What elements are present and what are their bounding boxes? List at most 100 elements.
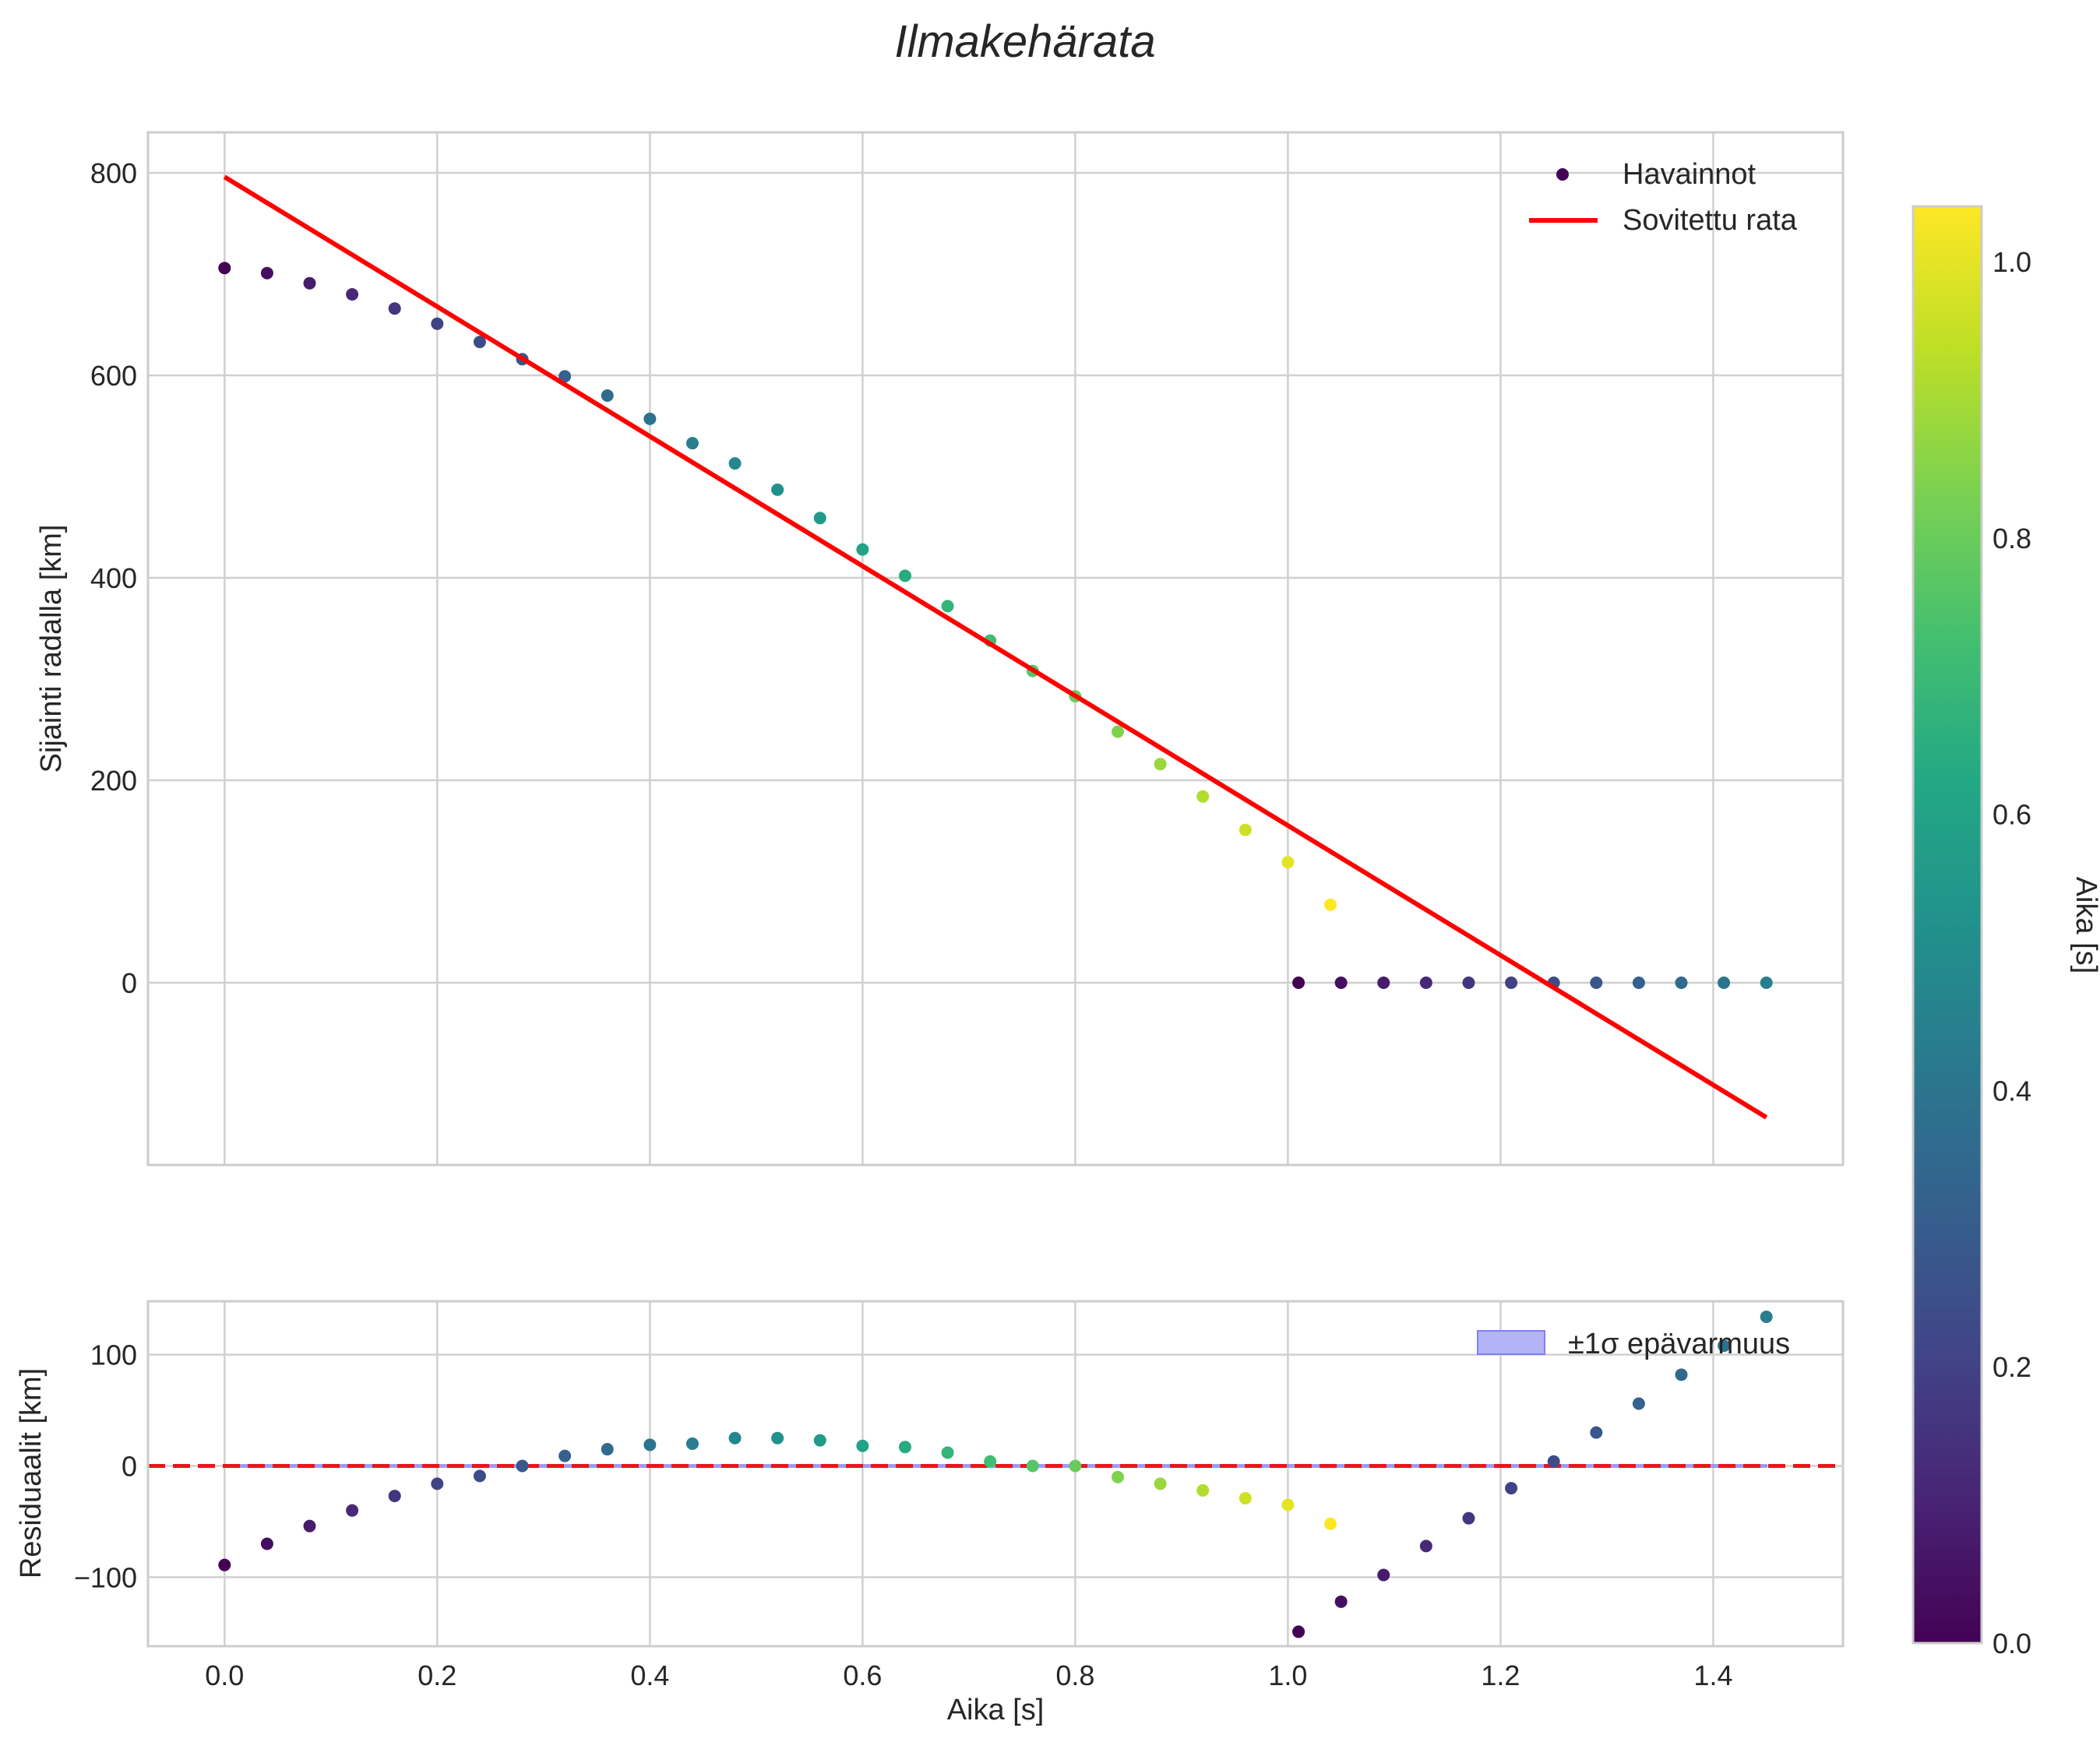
x-tick-label: 0.8: [1055, 1659, 1094, 1691]
observation-point: [1760, 977, 1773, 989]
residuals-y-tick-labels: −100 0 100: [74, 1339, 137, 1594]
residual-point: [1154, 1477, 1167, 1490]
colorbar-tick-label: 0.4: [1993, 1075, 2031, 1107]
residual-point: [260, 1537, 273, 1550]
x-tick-label: 1.4: [1693, 1659, 1732, 1691]
trajectory-axes-frame: [146, 131, 1845, 1167]
residual-point: [1760, 1311, 1773, 1324]
observation-points: [218, 262, 1773, 989]
observation-point: [303, 276, 316, 290]
observation-point: [1632, 977, 1645, 989]
legend-swatch-uncertainty: [1477, 1330, 1545, 1355]
residual-point: [1419, 1540, 1432, 1553]
residual-point: [643, 1438, 657, 1452]
observation-point: [558, 370, 572, 383]
observation-point: [856, 543, 869, 556]
x-tick-label: 0.2: [418, 1659, 456, 1691]
residuals-legend: ±1σ epävarmuus: [1477, 1328, 1790, 1360]
observation-point: [260, 266, 273, 280]
residual-point: [685, 1437, 699, 1450]
observation-point: [898, 569, 911, 582]
top-y-tick-label: 0: [122, 967, 137, 999]
residual-point: [728, 1431, 742, 1445]
colorbar-gradient: [1913, 206, 1982, 1643]
colorbar-tick-label: 0.6: [1993, 799, 2031, 831]
observation-point: [1590, 977, 1603, 989]
residual-point: [558, 1449, 572, 1462]
chart-title: Ilmakehärata: [894, 16, 1155, 67]
x-tick-label: 0.0: [205, 1659, 244, 1691]
residual-point: [1026, 1459, 1039, 1473]
residual-point: [1281, 1498, 1295, 1511]
observation-point: [346, 288, 359, 301]
top-y-tick-label: 800: [90, 157, 137, 189]
top-y-tick-label: 400: [90, 562, 137, 594]
observation-point: [941, 600, 954, 613]
fitted-trajectory-line: [223, 174, 1768, 1120]
residual-point: [1547, 1455, 1560, 1468]
observation-point: [388, 302, 401, 315]
residual-point: [1069, 1459, 1082, 1473]
observation-point: [1419, 977, 1432, 989]
residual-point: [346, 1504, 359, 1517]
residual-point: [1632, 1397, 1645, 1410]
observation-point: [1462, 977, 1475, 989]
observation-point: [1675, 977, 1688, 989]
trajectory-panel: 0 200 400 600 800 Sijainti radalla [km] Hava…: [35, 131, 1845, 1167]
residual-point: [218, 1558, 231, 1571]
x-axis-label: Aika [s]: [947, 1694, 1045, 1726]
legend-marker-observations: [1556, 168, 1569, 181]
residual-point: [856, 1439, 869, 1452]
observation-point: [728, 457, 742, 470]
residual-point: [473, 1469, 486, 1483]
observation-point: [1239, 823, 1252, 836]
observation-point: [1292, 977, 1305, 989]
observation-point: [685, 437, 699, 450]
legend-label-uncertainty: ±1σ epävarmuus: [1568, 1328, 1790, 1360]
colorbar-tick-label: 0.2: [1993, 1351, 2031, 1383]
residual-point: [1196, 1483, 1210, 1497]
residual-point: [1462, 1511, 1475, 1525]
observation-point: [1377, 977, 1390, 989]
colorbar-tick-label: 0.8: [1993, 523, 2031, 554]
observation-point: [643, 412, 657, 425]
observation-point: [813, 512, 826, 525]
residuals-y-axis-label: Residuaalit [km]: [15, 1368, 48, 1578]
top-y-tick-label: 600: [90, 360, 137, 392]
observation-point: [1154, 758, 1167, 771]
observation-point: [601, 389, 614, 402]
residuals-axes-frame: [146, 1300, 1845, 1648]
residual-point: [1239, 1491, 1252, 1504]
residual-point: [771, 1431, 784, 1445]
residual-point: [1718, 1339, 1731, 1353]
bottom-y-tick-label: 0: [122, 1450, 137, 1482]
observation-point: [1718, 977, 1731, 989]
observation-point: [218, 262, 231, 275]
x-tick-label: 1.0: [1268, 1659, 1307, 1691]
observation-point: [1281, 856, 1295, 869]
residual-point: [1292, 1625, 1305, 1638]
residual-point: [601, 1443, 614, 1456]
observation-point: [473, 336, 486, 349]
colorbar-label: Aika [s]: [2070, 877, 2100, 974]
residual-point: [941, 1446, 954, 1459]
top-y-tick-label: 200: [90, 765, 137, 797]
colorbar-tick-label: 1.0: [1993, 246, 2031, 278]
colorbar: 0.0 0.2 0.4 0.6 0.8 1.0 Aika [s]: [1911, 205, 2100, 1659]
colorbar-tick-label: 0.0: [1993, 1628, 2031, 1659]
trajectory-y-tick-labels: 0 200 400 600 800: [90, 157, 137, 999]
bottom-y-tick-label: −100: [74, 1561, 137, 1593]
residual-points: [218, 1311, 1773, 1638]
observation-point: [1324, 898, 1337, 911]
residual-point: [516, 1459, 529, 1473]
legend-label-observations: Havainnot: [1623, 158, 1756, 191]
colorbar-frame: [1911, 205, 1983, 1645]
residual-point: [898, 1441, 911, 1454]
residual-point: [1377, 1568, 1390, 1582]
bottom-y-tick-label: 100: [90, 1339, 137, 1371]
residual-point: [813, 1434, 826, 1447]
residual-point: [1590, 1426, 1603, 1439]
legend-label-fitted: Sovitettu rata: [1623, 204, 1798, 237]
residual-point: [1324, 1517, 1337, 1530]
